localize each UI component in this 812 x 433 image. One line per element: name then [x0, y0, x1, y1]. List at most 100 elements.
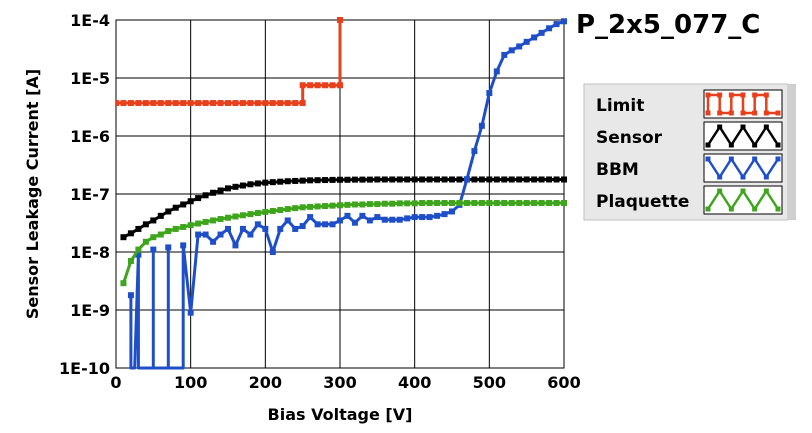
- data-point: [389, 200, 396, 207]
- data-point: [299, 204, 306, 211]
- swatch-marker: [775, 156, 781, 162]
- data-point: [381, 200, 388, 207]
- data-point: [120, 234, 127, 241]
- data-point: [165, 100, 172, 107]
- data-point: [135, 100, 142, 107]
- data-point: [127, 257, 134, 264]
- data-point: [486, 90, 493, 97]
- chart-title: P_2x5_077_C: [576, 10, 760, 40]
- data-point: [135, 246, 142, 253]
- data-point: [322, 221, 329, 228]
- swatch-frame: [703, 153, 783, 183]
- data-point: [254, 221, 261, 228]
- data-point: [210, 189, 217, 196]
- data-point: [195, 231, 202, 238]
- data-point: [247, 231, 254, 238]
- data-point: [277, 206, 284, 213]
- data-point: [344, 176, 351, 183]
- series-line: [129, 19, 565, 370]
- data-point: [180, 223, 187, 230]
- data-point: [269, 249, 276, 255]
- data-point: [493, 199, 500, 206]
- data-point: [314, 221, 321, 228]
- data-point: [172, 225, 179, 232]
- swatch-marker: [728, 142, 734, 148]
- data-point: [165, 228, 172, 235]
- data-point: [381, 216, 388, 223]
- data-point: [441, 211, 448, 218]
- data-point: [538, 29, 545, 36]
- data-point: [127, 100, 134, 107]
- data-point: [187, 222, 194, 229]
- data-point: [299, 82, 306, 89]
- data-point: [441, 176, 448, 183]
- data-point: [389, 216, 396, 223]
- data-point: [284, 206, 291, 213]
- data-point: [486, 199, 493, 206]
- data-point: [366, 176, 373, 183]
- swatch-marker: [705, 156, 711, 162]
- data-point: [359, 176, 366, 183]
- data-point: [239, 225, 246, 232]
- data-point: [150, 246, 157, 253]
- data-point: [531, 176, 538, 183]
- data-point: [299, 177, 306, 184]
- data-point: [508, 47, 515, 54]
- data-point: [225, 185, 231, 192]
- data-point: [344, 201, 351, 208]
- data-point: [172, 100, 179, 107]
- data-point: [449, 199, 455, 206]
- swatch-marker: [752, 142, 758, 148]
- data-point: [127, 292, 134, 299]
- data-point: [202, 231, 209, 238]
- data-point: [307, 203, 314, 210]
- data-point: [337, 202, 343, 209]
- data-point: [516, 199, 523, 206]
- x-tick-label: 0: [110, 373, 121, 392]
- data-point: [157, 100, 164, 107]
- data-point: [486, 176, 493, 183]
- data-point: [471, 148, 478, 155]
- data-point: [508, 176, 515, 183]
- data-point: [284, 217, 291, 224]
- data-point: [434, 199, 441, 206]
- data-point: [157, 231, 164, 238]
- data-point: [337, 82, 343, 89]
- data-point: [195, 100, 202, 107]
- data-point: [374, 214, 381, 221]
- swatch-marker: [740, 188, 746, 194]
- data-point: [553, 199, 560, 206]
- data-point: [337, 217, 343, 224]
- data-point: [374, 176, 381, 183]
- data-point: [269, 207, 276, 214]
- swatch-frame: [703, 121, 783, 151]
- data-point: [546, 176, 553, 183]
- data-point: [269, 179, 276, 186]
- data-point: [217, 231, 224, 238]
- data-point: [202, 218, 209, 225]
- swatch-marker: [752, 206, 758, 212]
- data-point: [516, 43, 523, 50]
- data-point: [120, 100, 127, 107]
- data-point: [396, 176, 403, 183]
- data-point: [142, 221, 149, 228]
- swatch-marker: [705, 110, 711, 116]
- data-point: [404, 215, 411, 222]
- data-point: [501, 51, 508, 58]
- data-point: [456, 199, 463, 206]
- data-point: [135, 225, 142, 232]
- y-tick-label: 1E-8: [70, 243, 110, 262]
- data-point: [314, 177, 321, 184]
- swatch-marker: [705, 92, 711, 98]
- swatch-marker: [717, 188, 723, 194]
- data-point: [150, 217, 157, 224]
- data-point: [135, 251, 142, 258]
- data-point: [180, 242, 187, 249]
- x-tick-label: 200: [249, 373, 282, 392]
- data-point: [508, 199, 515, 206]
- swatch-marker: [728, 206, 734, 212]
- data-point: [463, 199, 470, 206]
- data-point: [538, 176, 545, 183]
- data-point: [501, 199, 508, 206]
- data-point: [142, 100, 149, 107]
